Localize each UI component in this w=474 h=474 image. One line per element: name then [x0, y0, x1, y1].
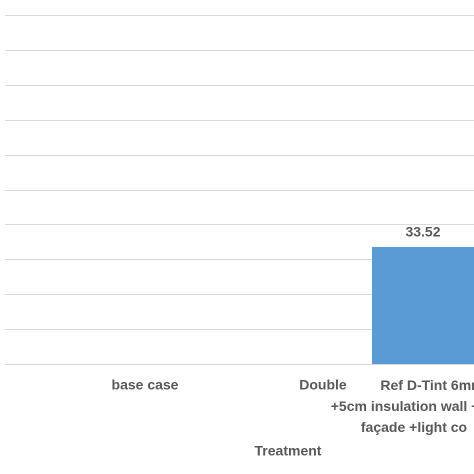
- x-tick-label: Double: [299, 377, 347, 393]
- x-tick-label: base case: [112, 377, 179, 393]
- x-tick-label: Ref D-Tint 6mm+5cm insulation wall +Shfa…: [331, 377, 474, 435]
- value-label: 33.52: [405, 224, 440, 240]
- bar: [372, 247, 474, 364]
- x-axis-title: Treatment: [255, 443, 322, 459]
